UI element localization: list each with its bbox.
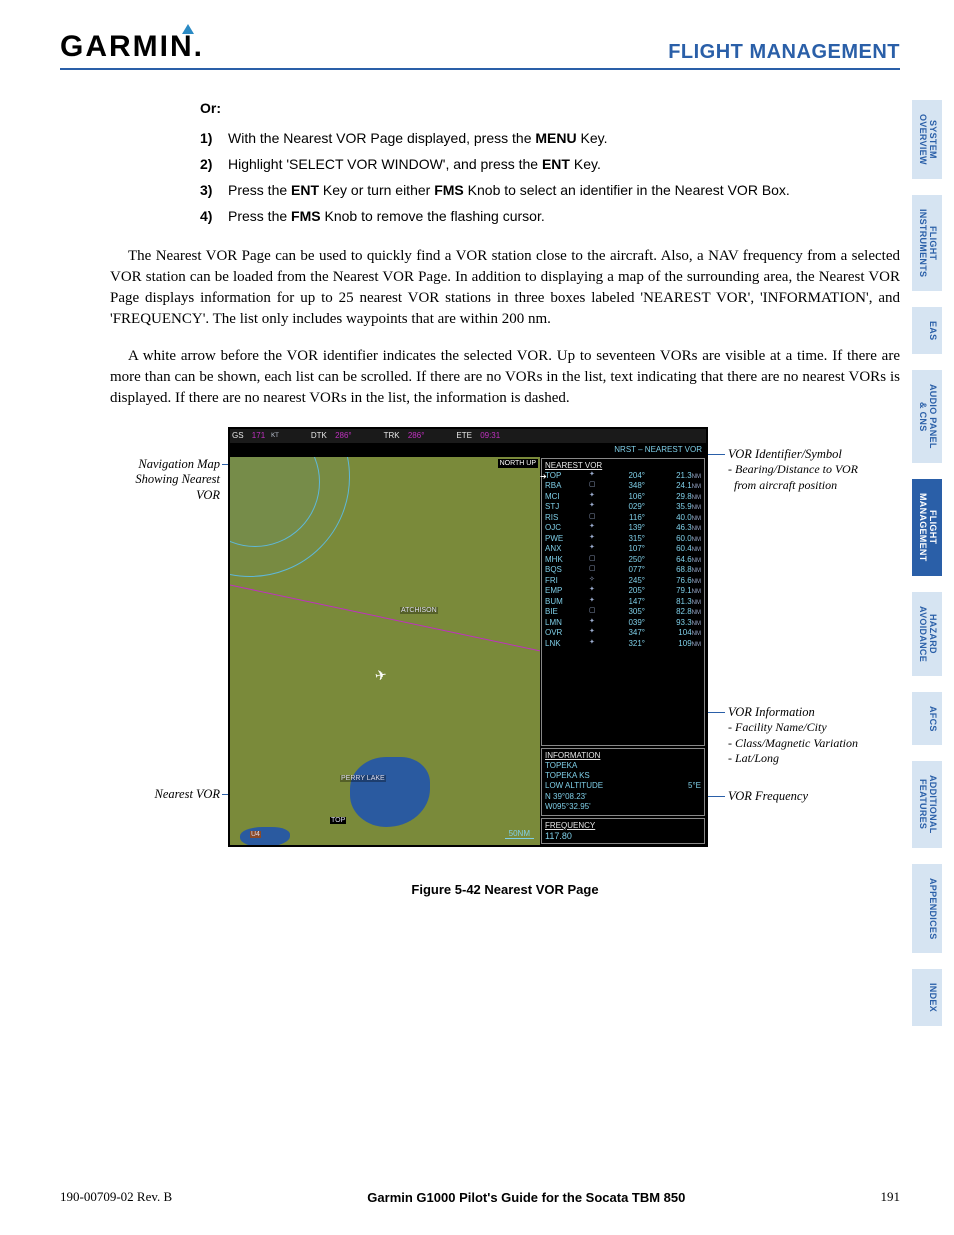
step-num: 1) [200, 126, 228, 152]
vor-row: OVR✦347°104NM [545, 628, 701, 639]
step-num: 4) [200, 204, 228, 230]
page: GARMIN. FLIGHT MANAGEMENT Or: 1) With th… [0, 0, 900, 897]
map-label: TOP [330, 817, 346, 824]
section-title: FLIGHT MANAGEMENT [668, 41, 900, 64]
vor-row: TOP✦204°21.3NM [545, 471, 701, 482]
map-pane: NORTH UP ✈ ATCHISON PERRY LAKE TOP TOPEK… [230, 457, 540, 845]
step-num: 3) [200, 178, 228, 204]
callout-line [705, 454, 725, 455]
page-footer: 190-00709-02 Rev. B Garmin G1000 Pilot's… [60, 1189, 900, 1205]
frequency-box: FREQUENCY 117.80 [541, 818, 705, 844]
vor-row: OJC✦139°46.3NM [545, 523, 701, 534]
vor-row: BIE▢305°82.8NM [545, 607, 701, 618]
callout-vor-info: VOR Information - Facility Name/City- Cl… [728, 705, 858, 768]
vor-row: LNK✦321°109NM [545, 639, 701, 650]
nav-status-bar: GS 171KT DTK 286° TRK 286° ETE 09:31 [230, 429, 706, 443]
vor-row: EMP✦205°79.1NM [545, 586, 701, 597]
vor-row: STJ✦029°35.9NM [545, 502, 701, 513]
map-label: U4 [250, 831, 261, 838]
figure: Navigation MapShowing NearestVOR Nearest… [110, 427, 900, 897]
vor-row: FRI✧245°76.6NM [545, 576, 701, 587]
box-label: INFORMATION [545, 751, 701, 760]
nearest-vor-box: NEAREST VOR ➔ TOP✦204°21.3NMRBA▢348°24.1… [541, 458, 705, 746]
page-title-bar: NRST – NEAREST VOR [230, 443, 706, 457]
aircraft-icon: ✈ [374, 666, 389, 685]
lake-shape [350, 757, 430, 827]
step-item: 4) Press the FMS Knob to remove the flas… [200, 204, 900, 230]
vor-row: RIS▢116°40.0NM [545, 513, 701, 524]
step-text: Press the ENT Key or turn either FMS Kno… [228, 178, 790, 204]
logo-text: GARMIN [60, 30, 194, 63]
map-label: ATCHISON [400, 607, 438, 614]
step-item: 1) With the Nearest VOR Page displayed, … [200, 126, 900, 152]
callout-line [705, 712, 725, 713]
step-text: Press the FMS Knob to remove the flashin… [228, 204, 545, 230]
callout-nearest-vor: Nearest VOR [110, 787, 220, 803]
step-item: 3) Press the ENT Key or turn either FMS … [200, 178, 900, 204]
body-content: Or: 1) With the Nearest VOR Page display… [110, 100, 900, 897]
tab-flight-management[interactable]: FLIGHTMANAGEMENT [912, 479, 942, 576]
callout-vor-id: VOR Identifier/Symbol - Bearing/Distance… [728, 447, 858, 494]
step-list: 1) With the Nearest VOR Page displayed, … [200, 126, 900, 230]
g1000-screen: GS 171KT DTK 286° TRK 286° ETE 09:31 NRS… [228, 427, 708, 847]
lake-shape [240, 827, 290, 845]
info-class: LOW ALTITUDE5°E [545, 781, 701, 791]
garmin-logo: GARMIN. [60, 30, 204, 64]
logo-triangle-icon [182, 24, 194, 34]
paragraph: The Nearest VOR Page can be used to quic… [110, 246, 900, 330]
callout-vor-freq: VOR Frequency [728, 789, 808, 805]
step-item: 2) Highlight 'SELECT VOR WINDOW', and pr… [200, 152, 900, 178]
step-text: With the Nearest VOR Page displayed, pre… [228, 126, 607, 152]
vor-row: PWE✦315°60.0NM [545, 534, 701, 545]
right-pane: NEAREST VOR ➔ TOP✦204°21.3NMRBA▢348°24.1… [540, 457, 706, 845]
tab-hazard-avoidance[interactable]: HAZARDAVOIDANCE [912, 592, 942, 676]
frequency-value: 117.80 [545, 831, 701, 841]
box-label: NEAREST VOR [545, 461, 701, 470]
vor-row: MHK▢250°64.6NM [545, 555, 701, 566]
information-box: INFORMATION TOPEKA TOPEKA KS LOW ALTITUD… [541, 748, 705, 816]
page-header: GARMIN. FLIGHT MANAGEMENT [60, 30, 900, 70]
or-label: Or: [200, 100, 900, 116]
vor-row: MCI✦106°29.8NM [545, 492, 701, 503]
doc-title: Garmin G1000 Pilot's Guide for the Socat… [367, 1190, 685, 1205]
info-lat: N 39°08.23' [545, 792, 701, 802]
vor-row: RBA▢348°24.1NM [545, 481, 701, 492]
vor-list: TOP✦204°21.3NMRBA▢348°24.1NMMCI✦106°29.8… [545, 471, 701, 650]
info-lon: W095°32.95' [545, 802, 701, 812]
callout-line [705, 796, 725, 797]
tab-eas[interactable]: EAS [912, 307, 942, 354]
north-up-icon: NORTH UP [498, 459, 538, 468]
tab-flight-instruments[interactable]: FLIGHTINSTRUMENTS [912, 195, 942, 291]
info-city: TOPEKA KS [545, 771, 701, 781]
doc-rev: 190-00709-02 Rev. B [60, 1189, 172, 1205]
tab-index[interactable]: INDEX [912, 969, 942, 1026]
selected-arrow-icon: ➔ [540, 472, 547, 481]
paragraph: A white arrow before the VOR identifier … [110, 346, 900, 409]
figure-caption: Figure 5-42 Nearest VOR Page [110, 882, 900, 897]
tab-system-overview[interactable]: SYSTEMOVERVIEW [912, 100, 942, 179]
side-tabs: SYSTEMOVERVIEW FLIGHTINSTRUMENTS EAS AUD… [912, 100, 942, 1026]
tab-afcs[interactable]: AFCS [912, 692, 942, 746]
vor-row: BQS▢077°68.8NM [545, 565, 701, 576]
tab-audio-panel-cns[interactable]: AUDIO PANEL& CNS [912, 370, 942, 463]
box-label: FREQUENCY [545, 821, 701, 830]
step-num: 2) [200, 152, 228, 178]
step-text: Highlight 'SELECT VOR WINDOW', and press… [228, 152, 601, 178]
vor-row: ANX✦107°60.4NM [545, 544, 701, 555]
vor-row: LMN✦039°93.3NM [545, 618, 701, 629]
page-number: 191 [880, 1189, 900, 1205]
info-name: TOPEKA [545, 761, 701, 771]
map-label: PERRY LAKE [340, 775, 386, 782]
callout-nav-map: Navigation MapShowing NearestVOR [80, 457, 220, 504]
route-line [230, 575, 540, 680]
vor-row: BUM✦147°81.3NM [545, 597, 701, 608]
tab-appendices[interactable]: APPENDICES [912, 864, 942, 954]
tab-additional-features[interactable]: ADDITIONALFEATURES [912, 761, 942, 848]
map-scale: 50NM [505, 829, 534, 839]
